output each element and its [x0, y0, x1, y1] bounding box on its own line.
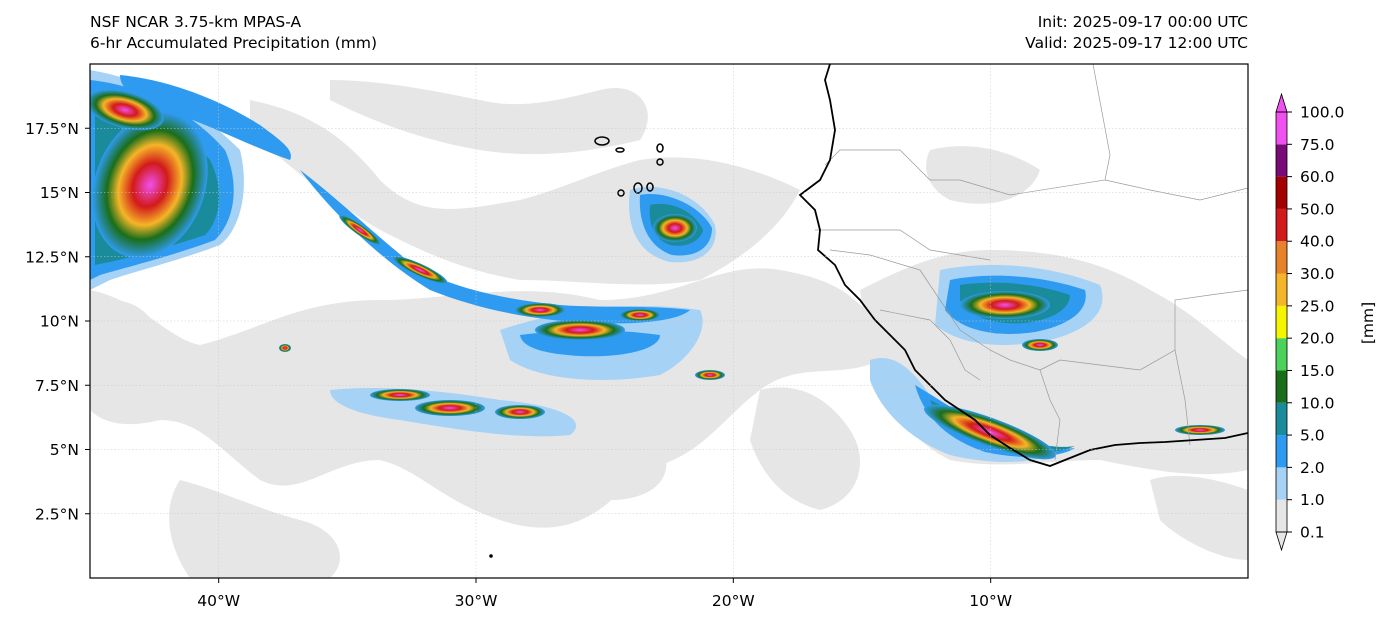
longitude-axis: 40°W 30°W 20°W 10°W: [197, 578, 1012, 610]
colorbar-segment: [1276, 435, 1287, 468]
lat-tick-label: 15°N: [40, 184, 79, 202]
convective-cores: [90, 89, 1225, 460]
colorbar-level-label: 75.0: [1300, 136, 1335, 154]
gridlines: [90, 64, 1248, 578]
init-time: Init: 2025-09-17 00:00 UTC: [1037, 13, 1248, 31]
colorbar: 0.1 1.0 2.0 5.0 10.0 15.0 20.0 25.0 30.0 40.0 50.0…: [1275, 92, 1344, 552]
colorbar-level-label: 50.0: [1300, 200, 1335, 218]
colorbar-unit-label: [mm]: [1359, 302, 1377, 344]
colorbar-segment: [1276, 499, 1287, 532]
lat-tick-label: 7.5°N: [35, 377, 79, 395]
colorbar-segment: [1276, 305, 1287, 339]
colorbar-level-label: 100.0: [1300, 104, 1344, 122]
colorbar-segment: [1276, 176, 1287, 209]
colorbar-segment: [1276, 144, 1287, 177]
colorbar-level-label: 1.0: [1300, 491, 1325, 509]
map-title: NSF NCAR 3.75-km MPAS-A 6-hr Accumulated…: [90, 12, 377, 54]
colorbar-level-label: 25.0: [1300, 297, 1335, 315]
valid-time: Valid: 2025-09-17 12:00 UTC: [1025, 34, 1248, 52]
cape-verde-islands: [594, 136, 664, 197]
lon-tick-label: 10°W: [969, 592, 1012, 610]
colorbar-segment: [1276, 402, 1287, 436]
colorbar-segment: [1276, 467, 1287, 500]
latitude-axis: 2.5°N 5°N 7.5°N 10°N 12.5°N 15°N 17.5°N: [25, 120, 90, 523]
colorbar-level-label: 0.1: [1300, 524, 1325, 542]
country-borders: [815, 64, 1248, 461]
colorbar-level-label: 2.0: [1300, 459, 1325, 477]
colorbar-min-extension: [1275, 531, 1288, 552]
field-title: 6-hr Accumulated Precipitation (mm): [90, 34, 377, 52]
colorbar-segment: [1276, 241, 1287, 274]
lat-tick-label: 2.5°N: [35, 505, 79, 523]
time-info: Init: 2025-09-17 00:00 UTC Valid: 2025-0…: [1025, 12, 1248, 54]
lon-tick-label: 40°W: [197, 592, 240, 610]
model-title: NSF NCAR 3.75-km MPAS-A: [90, 13, 302, 31]
colorbar-level-label: 30.0: [1300, 265, 1335, 283]
island-dot: [489, 554, 493, 558]
lat-tick-label: 12.5°N: [25, 248, 79, 266]
colorbar-max-extension: [1275, 92, 1288, 113]
coastline: [798, 64, 1248, 467]
colorbar-level-label: 10.0: [1300, 394, 1335, 412]
colorbar-level-label: 15.0: [1300, 362, 1335, 380]
precipitation-field: [90, 70, 1248, 578]
colorbar-segment: [1276, 338, 1287, 371]
colorbar-segment: [1276, 273, 1287, 306]
lat-tick-label: 5°N: [50, 441, 79, 459]
colorbar-segment: [1276, 208, 1287, 242]
lon-tick-label: 20°W: [712, 592, 755, 610]
colorbar-level-label: 40.0: [1300, 233, 1335, 251]
colorbar-level-label: 60.0: [1300, 168, 1335, 186]
lat-tick-label: 10°N: [40, 313, 79, 331]
colorbar-segment: [1276, 370, 1287, 403]
lon-tick-label: 30°W: [455, 592, 498, 610]
colorbar-segment: [1276, 112, 1287, 145]
lat-tick-label: 17.5°N: [25, 120, 79, 138]
colorbar-level-label: 20.0: [1300, 330, 1335, 348]
colorbar-level-label: 5.0: [1300, 427, 1325, 445]
colorbar-outline: [1275, 111, 1288, 533]
